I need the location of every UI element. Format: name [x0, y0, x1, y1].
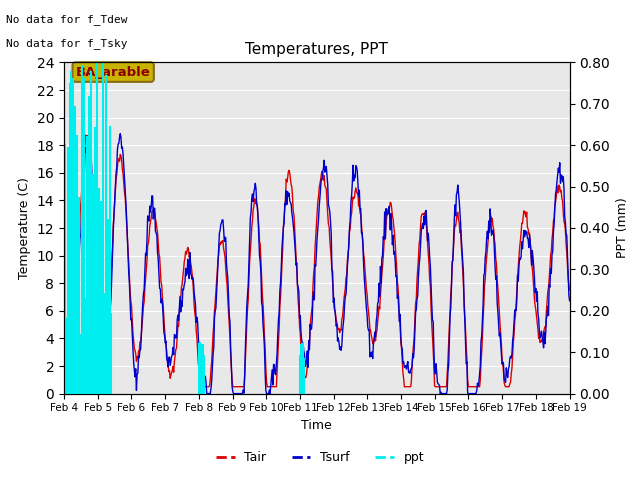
- Legend: Tair, Tsurf, ppt: Tair, Tsurf, ppt: [211, 446, 429, 469]
- Text: No data for f_Tdew: No data for f_Tdew: [6, 14, 128, 25]
- Text: BA_arable: BA_arable: [76, 66, 150, 79]
- Y-axis label: Temperature (C): Temperature (C): [18, 177, 31, 279]
- X-axis label: Time: Time: [301, 419, 332, 432]
- Y-axis label: PPT (mm): PPT (mm): [616, 198, 628, 258]
- Text: No data for f_Tsky: No data for f_Tsky: [6, 38, 128, 49]
- Title: Temperatures, PPT: Temperatures, PPT: [245, 42, 388, 57]
